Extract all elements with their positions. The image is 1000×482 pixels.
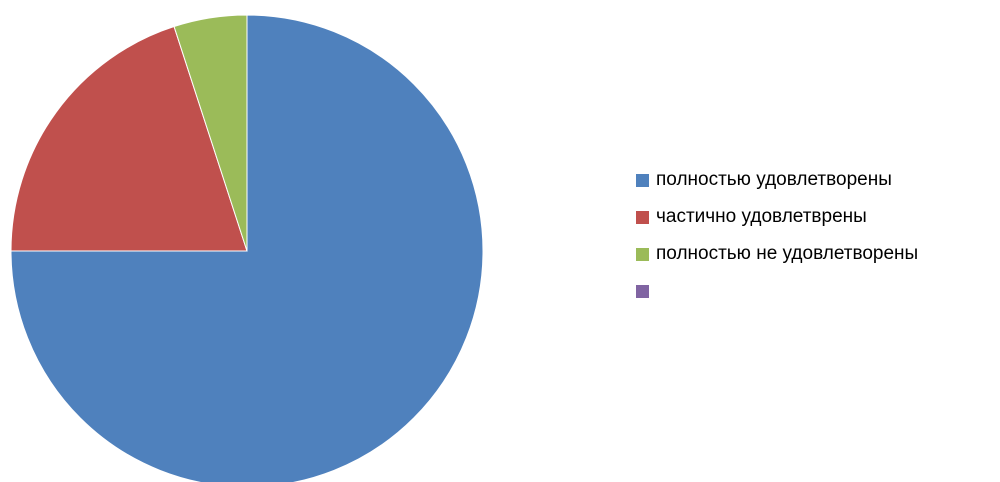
pie-slice-1 bbox=[10, 25, 248, 252]
legend-swatch-0 bbox=[636, 174, 649, 187]
legend-swatch-3 bbox=[636, 285, 649, 298]
legend-label-0: полностью удовлетворены bbox=[656, 169, 892, 190]
legend-label-1: частично удовлетврены bbox=[656, 206, 867, 227]
legend-item-0: полностью удовлетворены bbox=[636, 168, 996, 192]
legend-item-1: частично удовлетврены bbox=[636, 205, 996, 229]
legend-swatch-2 bbox=[636, 248, 649, 261]
pie-slice-2 bbox=[173, 14, 248, 252]
legend-swatch-1 bbox=[636, 211, 649, 224]
legend-item-2: полностью не удовлетворены bbox=[636, 242, 996, 266]
legend-item-3 bbox=[636, 279, 996, 303]
chart-legend: полностью удовлетворены частично удовлетв… bbox=[636, 168, 996, 316]
legend-label-2: полностью не удовлетворены bbox=[656, 243, 919, 264]
